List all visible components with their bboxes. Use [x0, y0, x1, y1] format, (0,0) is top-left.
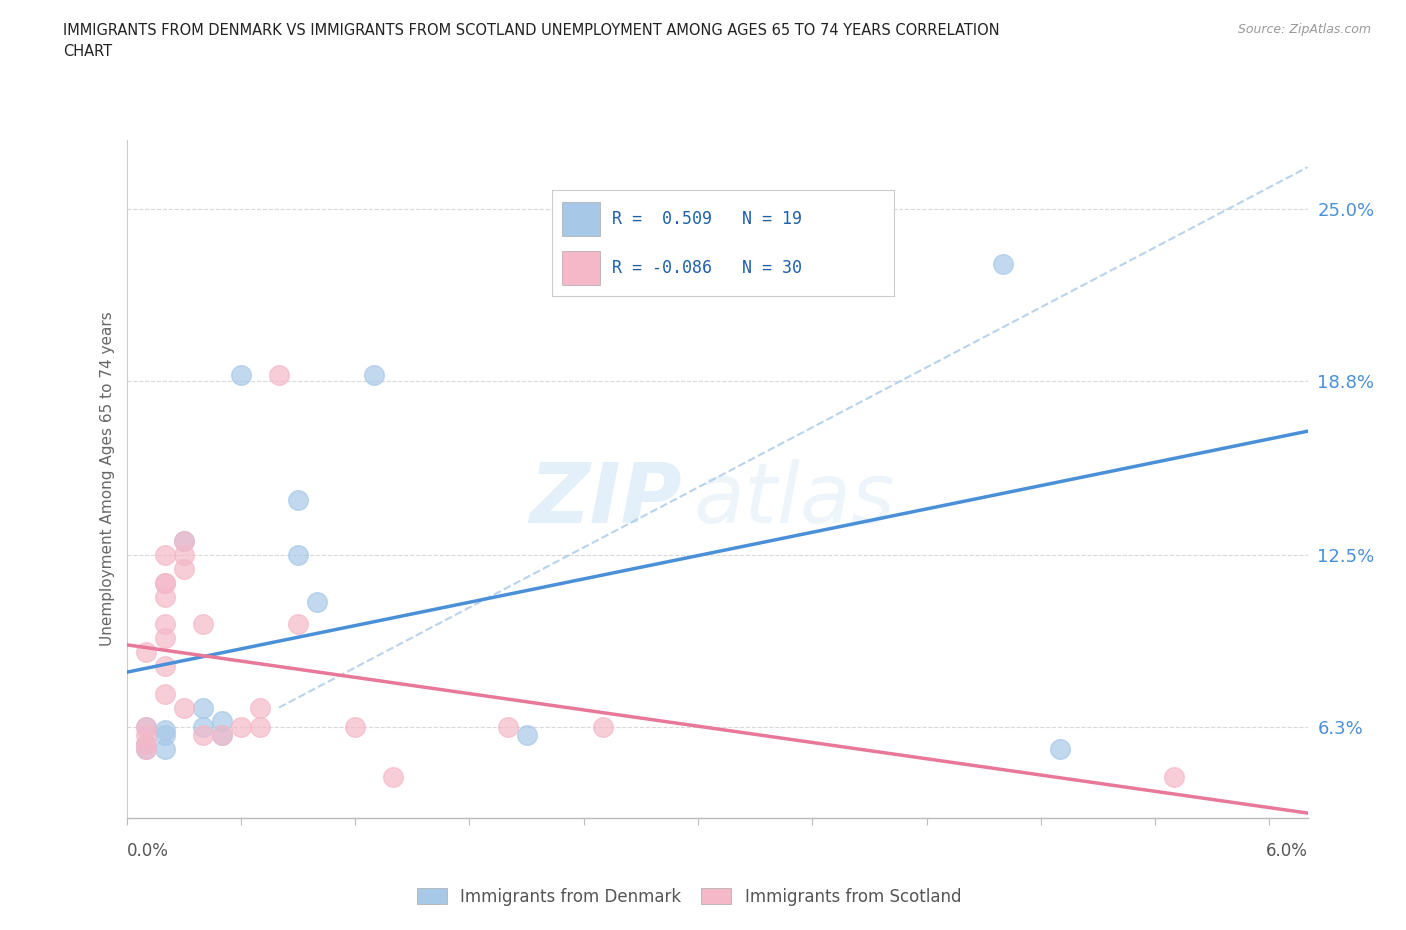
Point	[135, 742, 157, 757]
Point	[153, 658, 176, 673]
Point	[173, 548, 195, 563]
Y-axis label: Unemployment Among Ages 65 to 74 years: Unemployment Among Ages 65 to 74 years	[100, 312, 115, 646]
Point	[153, 742, 176, 757]
Point	[191, 720, 214, 735]
Point	[229, 367, 252, 382]
Point	[153, 590, 176, 604]
Point	[249, 720, 271, 735]
Point	[153, 576, 176, 591]
Point	[153, 631, 176, 645]
Point	[173, 534, 195, 549]
Point	[173, 700, 195, 715]
Point	[153, 686, 176, 701]
Point	[153, 728, 176, 743]
Point	[287, 492, 309, 507]
Point	[153, 576, 176, 591]
Point	[287, 548, 309, 563]
Point	[135, 728, 157, 743]
Point	[153, 723, 176, 737]
Point	[1163, 769, 1185, 784]
Text: 0.0%: 0.0%	[127, 842, 169, 859]
Point	[287, 617, 309, 631]
Point	[135, 644, 157, 659]
Point	[363, 367, 385, 382]
Point	[249, 700, 271, 715]
Legend: Immigrants from Denmark, Immigrants from Scotland: Immigrants from Denmark, Immigrants from…	[411, 881, 967, 912]
Point	[344, 720, 367, 735]
Text: atlas: atlas	[693, 458, 896, 539]
Point	[135, 742, 157, 757]
Point	[211, 728, 233, 743]
Point	[1049, 742, 1071, 757]
Point	[191, 700, 214, 715]
Text: 6.0%: 6.0%	[1265, 842, 1308, 859]
Point	[211, 728, 233, 743]
Point	[153, 617, 176, 631]
Point	[153, 548, 176, 563]
Text: ZIP: ZIP	[529, 458, 682, 539]
Point	[516, 728, 538, 743]
Point	[173, 562, 195, 577]
Point	[496, 720, 519, 735]
Point	[135, 720, 157, 735]
Point	[305, 595, 328, 610]
Point	[135, 737, 157, 751]
Text: IMMIGRANTS FROM DENMARK VS IMMIGRANTS FROM SCOTLAND UNEMPLOYMENT AMONG AGES 65 T: IMMIGRANTS FROM DENMARK VS IMMIGRANTS FR…	[63, 23, 1000, 60]
Point	[267, 367, 290, 382]
Point	[135, 720, 157, 735]
Text: Source: ZipAtlas.com: Source: ZipAtlas.com	[1237, 23, 1371, 36]
Point	[592, 720, 614, 735]
Point	[229, 720, 252, 735]
Point	[135, 737, 157, 751]
Point	[191, 617, 214, 631]
Point	[211, 714, 233, 729]
Point	[382, 769, 405, 784]
Point	[991, 257, 1014, 272]
Point	[191, 728, 214, 743]
Point	[173, 534, 195, 549]
